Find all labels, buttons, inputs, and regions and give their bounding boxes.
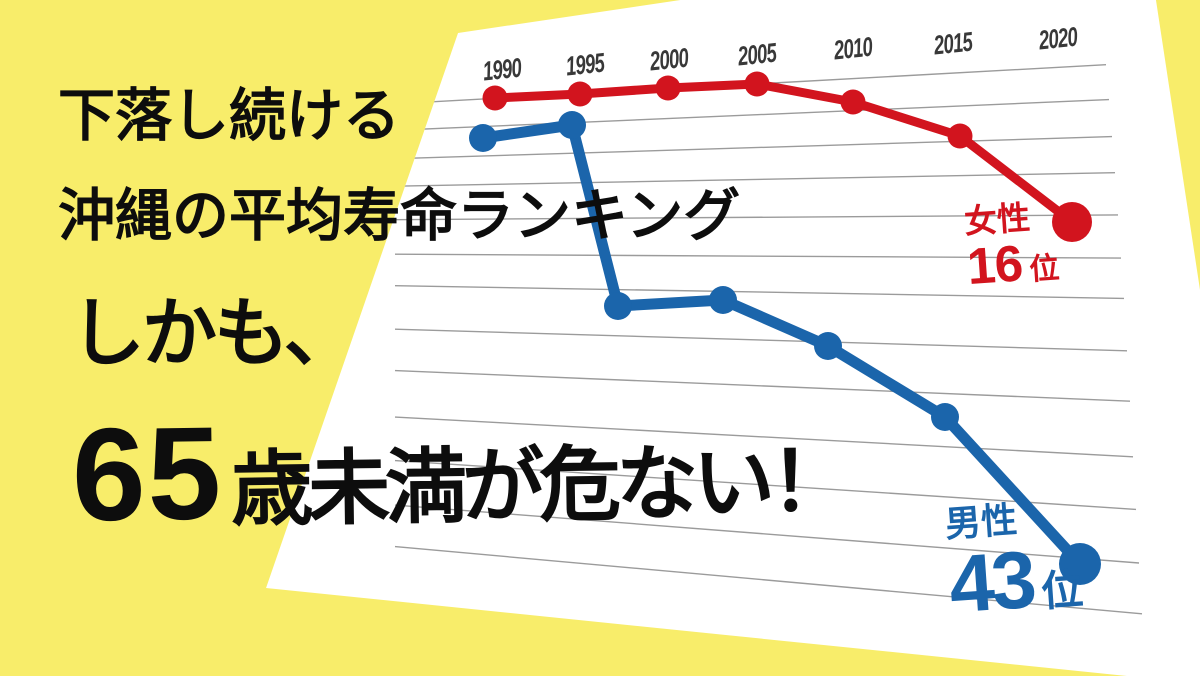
female-series-label: 女性 16 位	[963, 199, 1061, 295]
gridline	[394, 545, 1143, 615]
male-series-label: 男性 43 位	[944, 497, 1086, 631]
female-rank-suffix: 位	[1028, 251, 1061, 287]
data-point	[482, 85, 508, 111]
gridline	[394, 416, 1134, 458]
female-rank-value: 16	[965, 234, 1024, 295]
year-label: 2000	[648, 42, 690, 77]
data-point	[709, 286, 737, 314]
year-label: 2015	[932, 26, 974, 61]
data-point	[604, 292, 632, 320]
gridline	[394, 214, 1119, 221]
year-label: 2005	[736, 37, 778, 72]
headline-emphasis: しかも、	[70, 291, 359, 375]
data-point	[947, 123, 973, 149]
data-point	[814, 332, 842, 360]
male-rank-value: 43	[946, 534, 1037, 631]
data-point	[840, 89, 866, 115]
data-point	[1059, 543, 1101, 585]
headline-line1: 下落し続ける	[58, 84, 400, 148]
gridline	[394, 459, 1137, 511]
gridline	[394, 504, 1140, 564]
female-rank-line: 16 位	[965, 233, 1061, 295]
male-rank-line: 43 位	[946, 534, 1086, 631]
year-label: 2020	[1037, 21, 1079, 56]
gridline	[394, 172, 1116, 187]
gridline	[394, 135, 1113, 160]
data-point	[931, 403, 959, 431]
headline-warning-line: 65 歳未満が危ない！	[71, 399, 848, 549]
male-rank-suffix: 位	[1039, 565, 1085, 615]
data-point	[655, 75, 681, 101]
gridline	[394, 285, 1125, 300]
year-label: 2010	[832, 31, 874, 66]
data-point	[558, 111, 586, 139]
data-point	[469, 124, 497, 152]
headline-big-suffix: 歳未満が危ない！	[230, 436, 848, 537]
headline-big-number: 65	[71, 399, 224, 549]
gridline	[394, 253, 1122, 259]
gridline	[394, 369, 1131, 402]
gridline	[394, 328, 1128, 352]
data-point	[1052, 202, 1092, 242]
data-point	[567, 81, 593, 107]
headline-line2: 沖縄の平均寿命ランキング	[58, 184, 741, 248]
gridline	[394, 98, 1110, 131]
data-point	[744, 71, 770, 97]
year-label: 1990	[481, 52, 523, 87]
year-label: 1995	[564, 47, 606, 82]
